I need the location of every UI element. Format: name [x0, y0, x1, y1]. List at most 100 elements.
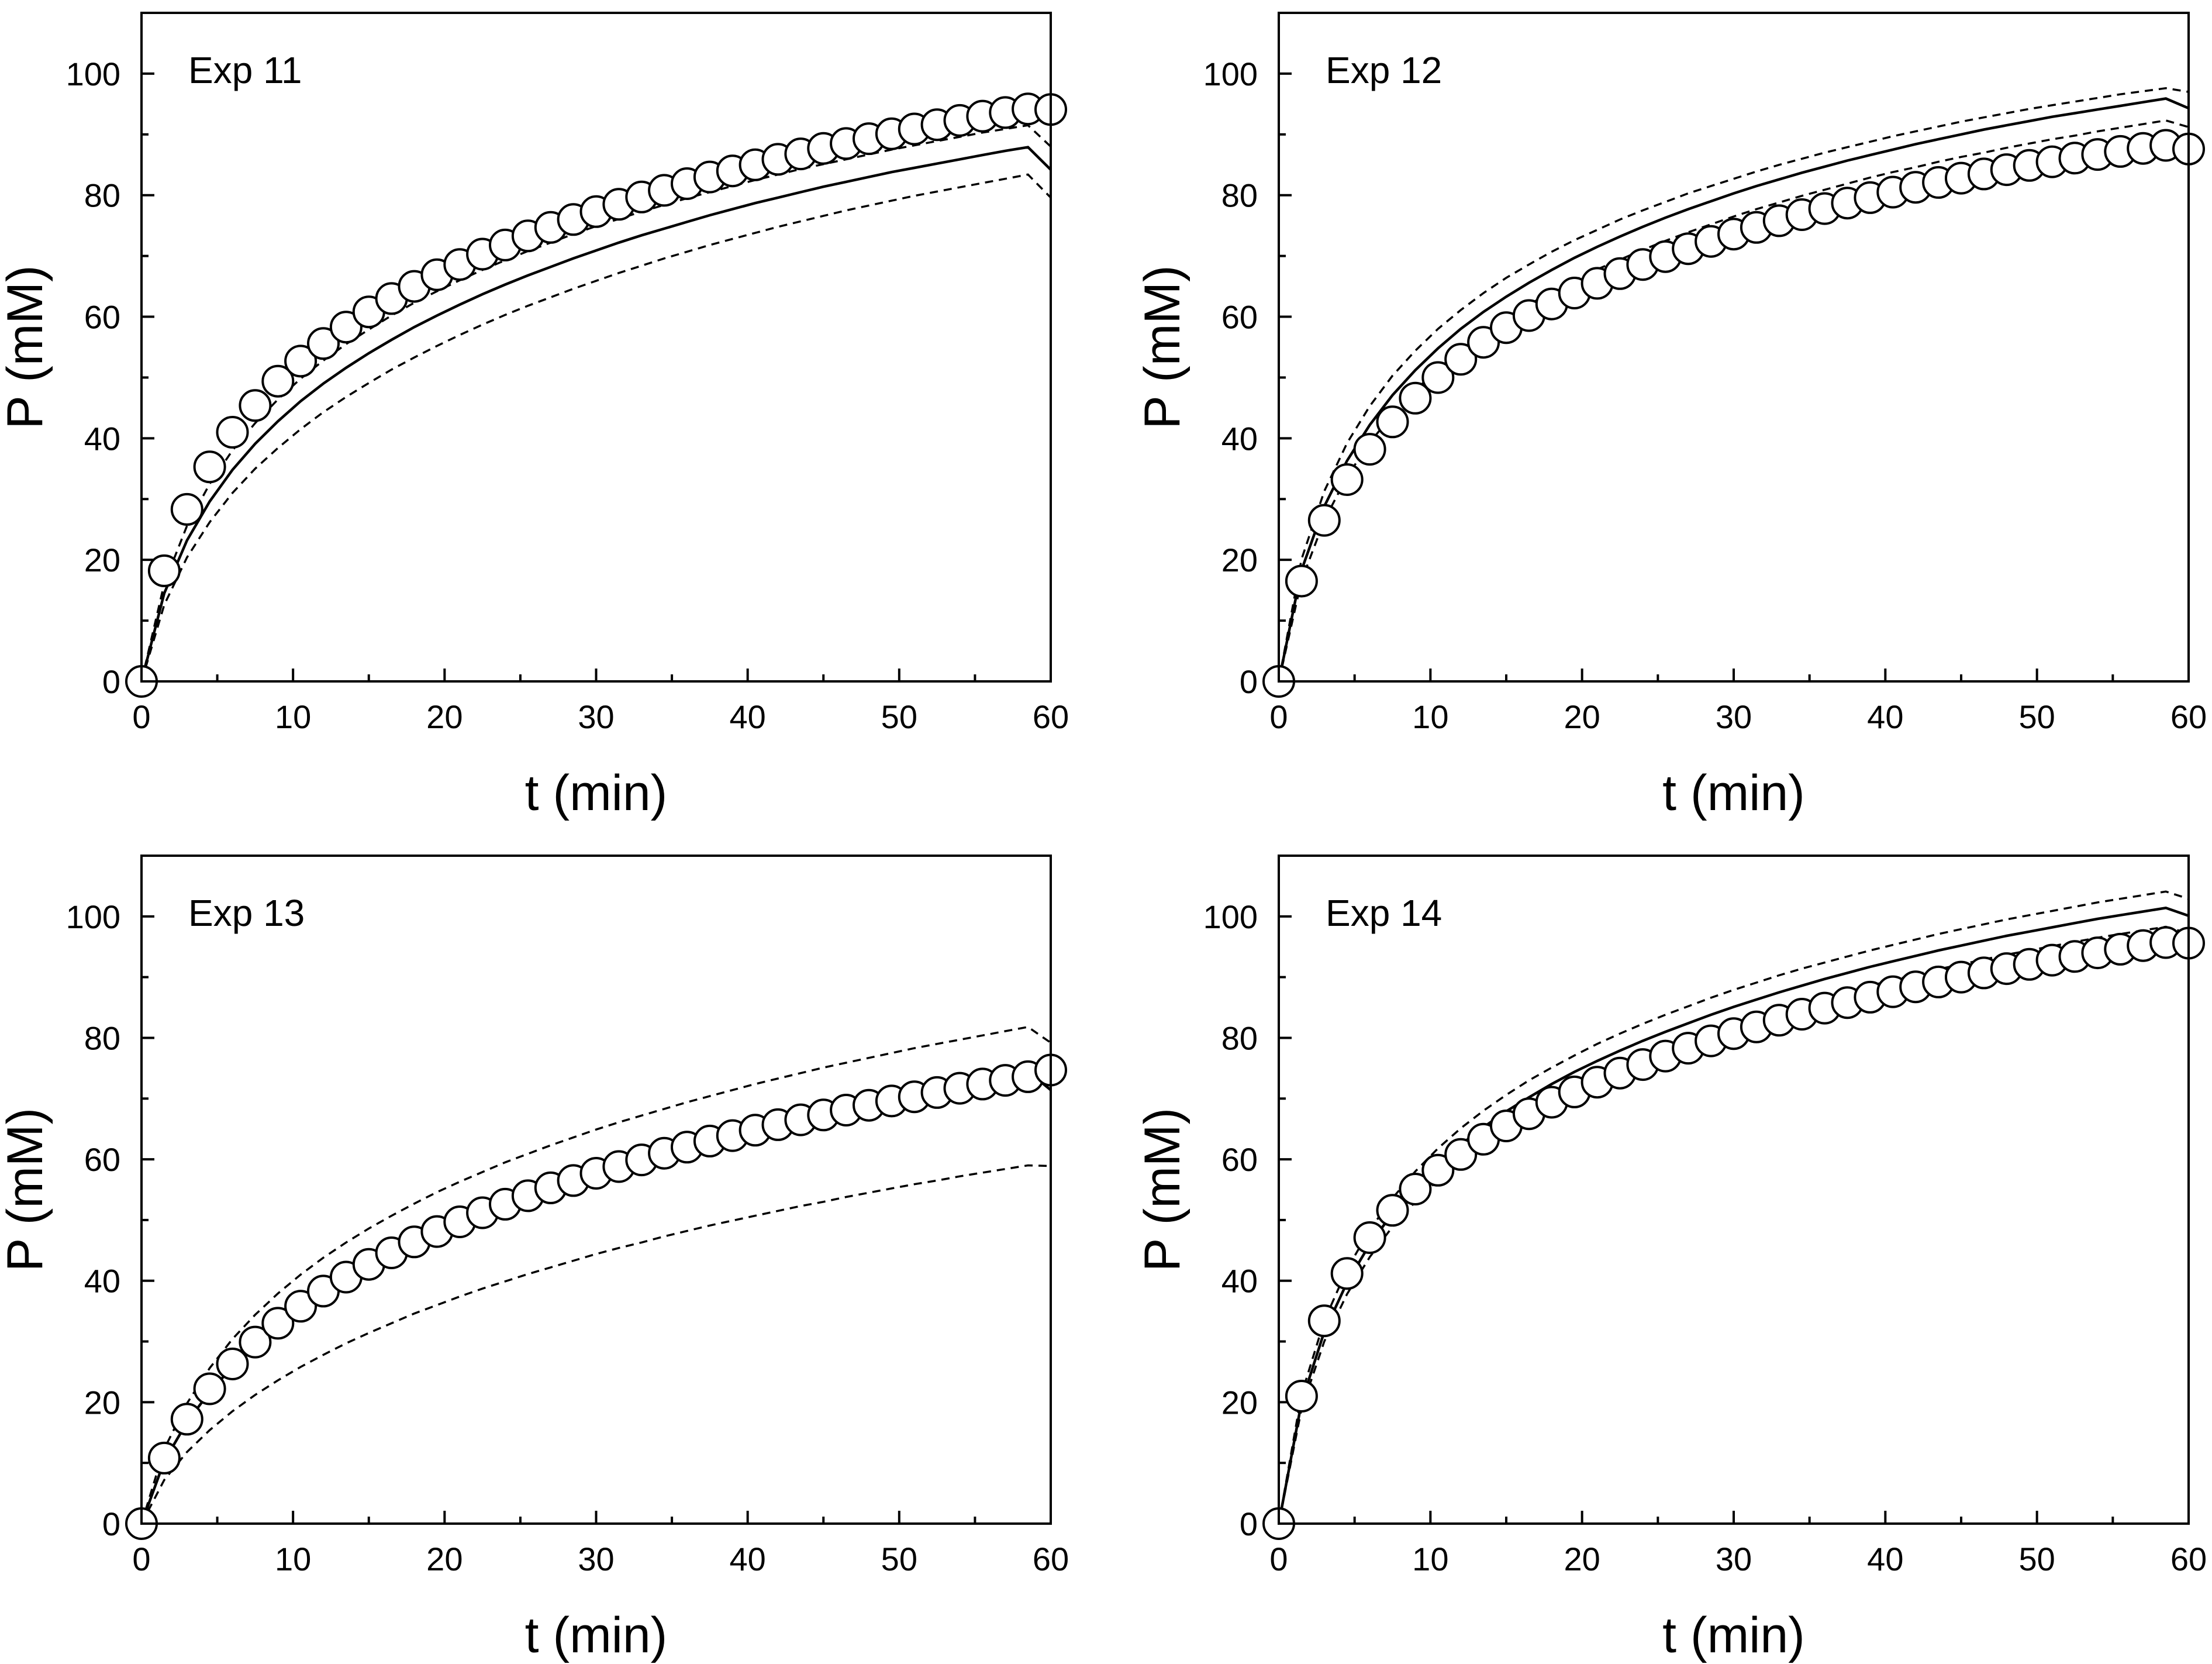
y-tick-label: 100 [1203, 898, 1258, 935]
y-tick-label: 80 [1221, 177, 1258, 214]
x-tick-label: 0 [1269, 698, 1288, 735]
data-point [1421, 1153, 1455, 1187]
x-tick-label: 30 [1716, 698, 1752, 735]
data-point [1444, 1138, 1478, 1171]
x-tick-label: 40 [730, 1541, 766, 1577]
plot-frame [1278, 12, 2190, 683]
y-tick-label: 0 [1240, 663, 1258, 700]
y-axis-title: P (mM) [1134, 265, 1190, 429]
model-curve [1277, 906, 2189, 1524]
x-axis-title: t (min) [525, 1607, 668, 1663]
data-point [1353, 1221, 1386, 1254]
plot-frame [140, 12, 1052, 683]
plot-frame [1278, 855, 2190, 1525]
data-point [1444, 343, 1478, 376]
data-point [170, 492, 203, 526]
data-point [1376, 1194, 1409, 1227]
y-tick-label: 0 [1240, 1505, 1258, 1542]
data-point [239, 389, 272, 422]
x-tick-label: 50 [881, 1541, 917, 1577]
lower-bound-curve [140, 173, 1052, 682]
x-tick-label: 30 [578, 698, 614, 735]
x-tick-label: 50 [2019, 1541, 2055, 1577]
x-tick-label: 10 [275, 1541, 311, 1577]
data-point [193, 450, 226, 484]
data-point [1307, 504, 1341, 537]
data-point [193, 1372, 226, 1405]
panel-title: Exp 13 [188, 892, 305, 934]
data-point [216, 416, 249, 449]
plot-frame [140, 855, 1052, 1525]
data-point [284, 1290, 318, 1323]
data-point [1399, 1173, 1432, 1205]
x-axis-title: t (min) [525, 765, 668, 821]
x-tick-label: 30 [1716, 1541, 1752, 1577]
panel-exp-13: 0 10 20 30 40 50 60 0 20 40 60 80 100 Exp 13 t (min) P … [0, 855, 1069, 1663]
x-axis-title: t (min) [1662, 765, 1805, 821]
x-tick-label: 20 [426, 698, 463, 735]
y-tick-label: 100 [1203, 56, 1258, 92]
model-curve [140, 1070, 1052, 1524]
data-point [1285, 564, 1318, 598]
data-point [1285, 1380, 1318, 1412]
y-tick-label: 60 [1221, 299, 1258, 336]
y-tick-label: 20 [84, 1384, 120, 1421]
y-tick-label: 80 [84, 1019, 120, 1056]
x-axis-title: t (min) [1662, 1607, 1805, 1663]
x-tick-label: 50 [2019, 698, 2055, 735]
model-curve [1277, 97, 2189, 682]
data-point [147, 554, 181, 587]
data-point [307, 327, 340, 360]
data-point [1376, 405, 1409, 439]
x-tick-label: 50 [881, 698, 917, 735]
x-tick-label: 20 [426, 1541, 463, 1577]
data-point [170, 1403, 203, 1436]
x-tick-label: 10 [1412, 1541, 1448, 1577]
data-point [284, 344, 318, 378]
y-axis-title: P (mM) [0, 1108, 53, 1272]
panel-title: Exp 12 [1326, 49, 1442, 91]
x-tick-label: 60 [1033, 1541, 1069, 1577]
upper-bound-curve [1278, 890, 2189, 1524]
x-tick-label: 40 [1867, 1541, 1903, 1577]
panel-title: Exp 14 [1326, 892, 1442, 934]
panel-title: Exp 11 [188, 49, 302, 91]
data-point [216, 1348, 249, 1380]
lower-bound-curve [1278, 925, 2189, 1524]
x-tick-label: 10 [1412, 698, 1448, 735]
upper-bound-curve [1278, 87, 2189, 682]
y-tick-label: 100 [66, 898, 120, 935]
x-tick-label: 40 [730, 698, 766, 735]
data-point [261, 1307, 295, 1340]
data-point [1353, 433, 1386, 466]
y-axis-title: P (mM) [0, 265, 53, 429]
y-tick-label: 100 [66, 56, 120, 92]
lower-bound-curve [140, 1164, 1051, 1524]
y-axis-title: P (mM) [1134, 1108, 1190, 1272]
data-point [1421, 361, 1455, 394]
data-point [1330, 1257, 1364, 1290]
y-tick-label: 20 [1221, 542, 1258, 578]
lower-bound-curve [1278, 119, 2189, 682]
x-tick-label: 0 [1269, 1541, 1288, 1577]
model-curve [140, 146, 1052, 682]
x-tick-label: 60 [2170, 1541, 2207, 1577]
x-tick-label: 0 [132, 698, 150, 735]
y-tick-label: 60 [84, 1141, 120, 1178]
y-tick-label: 60 [1221, 1141, 1258, 1178]
panel-exp-12: 0 10 20 30 40 50 60 0 20 40 60 80 100 Exp 12 t (min) P … [1134, 12, 2207, 821]
y-tick-label: 60 [84, 299, 120, 336]
panel-exp-14: 0 10 20 30 40 50 60 0 20 40 60 80 100 Exp 14 t (min) P … [1134, 855, 2207, 1663]
y-tick-label: 40 [84, 1263, 120, 1300]
x-tick-label: 40 [1867, 698, 1903, 735]
y-tick-label: 40 [84, 420, 120, 457]
data-point [1307, 1304, 1341, 1338]
x-tick-label: 30 [578, 1541, 614, 1577]
y-tick-label: 40 [1221, 1263, 1258, 1300]
x-tick-label: 0 [132, 1541, 150, 1577]
y-tick-label: 20 [1221, 1384, 1258, 1421]
x-tick-label: 20 [1564, 698, 1600, 735]
upper-bound-curve [140, 1025, 1051, 1524]
data-point [261, 364, 295, 398]
